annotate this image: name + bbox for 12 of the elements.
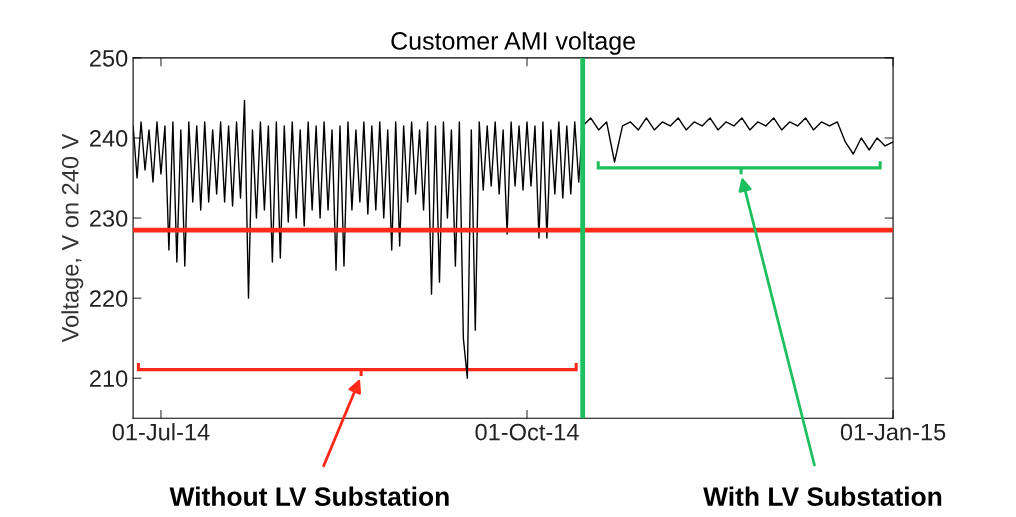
- x-tick-label: 01-Jan-15: [840, 423, 946, 441]
- y-axis-title: Voltage, V on 240 V: [61, 133, 84, 343]
- x-tick-label: 01-Jul-14: [112, 423, 210, 441]
- y-tick-label: 220: [90, 290, 128, 307]
- y-tick-label: 250: [90, 49, 128, 67]
- y-tick-label: 210: [90, 370, 128, 387]
- chart-title: Customer AMI voltage: [391, 31, 635, 55]
- x-tick-label: 01-Oct-14: [475, 423, 579, 441]
- y-tick-label: 230: [90, 210, 128, 227]
- text: Without LV Substation: [169, 486, 449, 506]
- y-tick-label: 240: [90, 130, 128, 147]
- text: With LV Substation: [703, 486, 942, 506]
